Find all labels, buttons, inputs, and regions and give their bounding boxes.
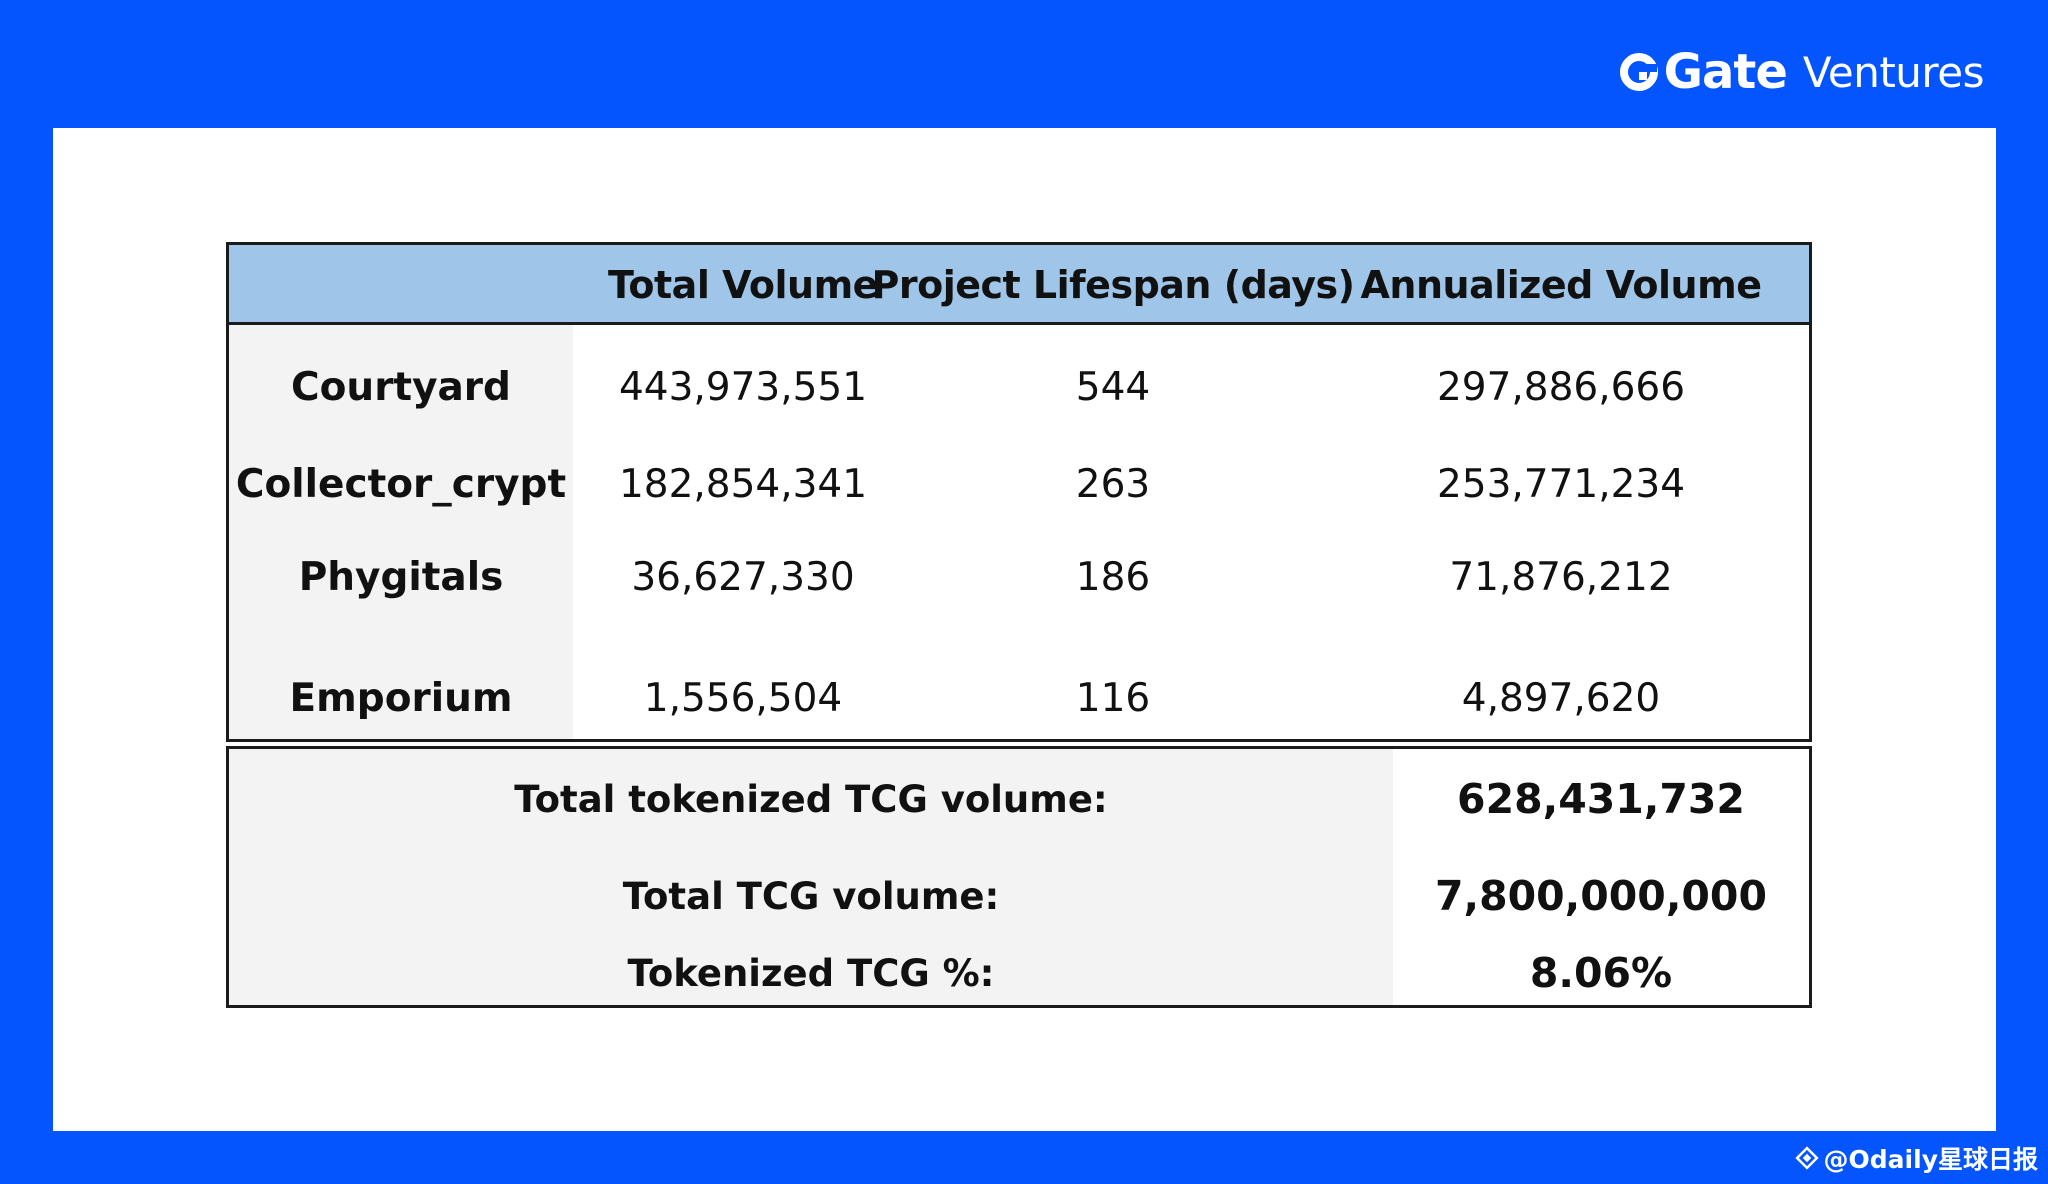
row-phygitals-project: Phygitals	[298, 554, 504, 600]
row-collector-crypt-annualized: 253,771,234	[1436, 461, 1686, 507]
row-phygitals-total-volume: 36,627,330	[631, 554, 855, 600]
row-emporium-total-volume: 1,556,504	[643, 675, 843, 721]
brand-subtitle: Ventures	[1802, 47, 1985, 97]
header-total-volume: Total Volume	[608, 263, 878, 307]
summary-tokenized-volume-label: Total tokenized TCG volume:	[514, 777, 1108, 821]
header-project-lifespan: Project Lifespan (days)	[871, 263, 1356, 307]
summary-table: Total tokenized TCG volume: 628,431,732 …	[226, 746, 1812, 1008]
summary-tokenized-percent-value: 8.06%	[1529, 949, 1673, 997]
row-emporium-annualized: 4,897,620	[1461, 675, 1661, 721]
row-phygitals-lifespan: 186	[1075, 554, 1151, 600]
summary-total-tcg-volume-value: 7,800,000,000	[1434, 872, 1767, 920]
row-emporium-lifespan: 116	[1075, 675, 1151, 721]
gate-logo-icon	[1619, 53, 1658, 91]
diamond-icon	[1794, 1146, 1819, 1170]
odaily-watermark: @Odaily星球日报	[1794, 1140, 2038, 1176]
brand-name: Gate	[1663, 44, 1788, 100]
row-collector-crypt-total-volume: 182,854,341	[618, 461, 868, 507]
summary-value-column	[1393, 749, 1809, 1005]
row-emporium-project: Emporium	[289, 675, 513, 721]
row-phygitals-annualized: 71,876,212	[1449, 554, 1673, 600]
tcg-volume-table: Total Volume Project Lifespan (days) Ann…	[226, 242, 1812, 1008]
row-courtyard-lifespan: 544	[1075, 364, 1151, 410]
row-collector-crypt-project: Collector_crypt	[235, 461, 567, 507]
brand-logo: Gate Ventures	[1618, 42, 1985, 102]
project-name-column	[229, 325, 573, 739]
row-courtyard-annualized: 297,886,666	[1436, 364, 1686, 410]
row-collector-crypt-lifespan: 263	[1075, 461, 1151, 507]
header-project	[229, 245, 573, 325]
table-header-row: Total Volume Project Lifespan (days) Ann…	[229, 245, 1809, 325]
slide-canvas: Total Volume Project Lifespan (days) Ann…	[53, 128, 1996, 1131]
summary-tokenized-percent-label: Tokenized TCG %:	[627, 951, 995, 995]
header-annualized-volume: Annualized Volume	[1360, 263, 1762, 307]
watermark-text: @Odaily星球日报	[1823, 1145, 2038, 1174]
summary-tokenized-volume-value: 628,431,732	[1457, 775, 1745, 823]
summary-total-tcg-volume-label: Total TCG volume:	[622, 874, 1000, 918]
row-courtyard-total-volume: 443,973,551	[618, 364, 868, 410]
row-courtyard-project: Courtyard	[291, 364, 511, 410]
projects-table: Total Volume Project Lifespan (days) Ann…	[226, 242, 1812, 742]
